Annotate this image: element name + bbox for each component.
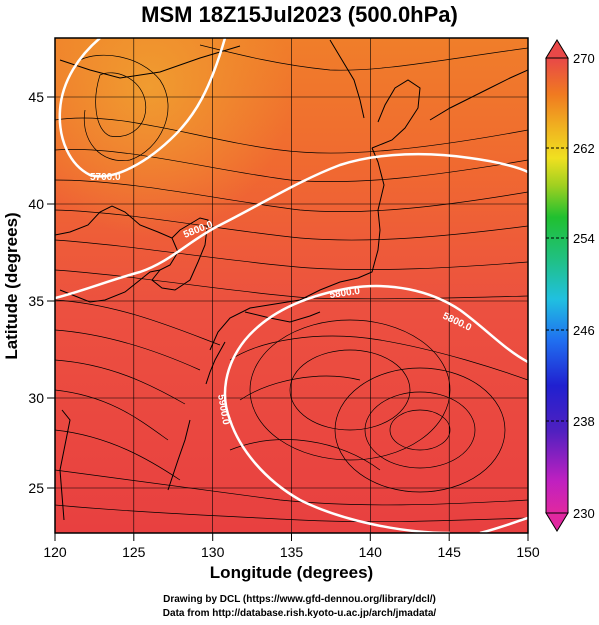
colorbar-tick-230: 230 <box>573 506 595 521</box>
colorbar-tick-262: 262 <box>573 141 595 156</box>
colorbar-tick-lines <box>546 147 568 422</box>
contour-label-5700: 5700.0 <box>90 172 121 183</box>
x-tick-125: 125 <box>122 544 146 560</box>
colorbar-tick-254: 254 <box>573 231 595 246</box>
y-tick-40: 40 <box>28 196 44 212</box>
contour-label-5900: 5900.0 <box>215 394 231 426</box>
x-tick-145: 145 <box>438 544 462 560</box>
colorbar-tick-238: 238 <box>573 414 595 429</box>
y-tick-marks <box>47 96 55 489</box>
chart-title: MSM 18Z15Jul2023 (500.0hPa) <box>141 2 458 27</box>
y-tick-45: 45 <box>28 89 44 105</box>
x-tick-120: 120 <box>43 544 67 560</box>
colorbar-gradient <box>545 57 569 514</box>
x-tick-130: 130 <box>201 544 225 560</box>
contour-label-5800-east: 5800.0 <box>329 286 361 301</box>
y-tick-30: 30 <box>28 390 44 406</box>
coastlines <box>55 39 528 521</box>
x-tick-140: 140 <box>359 544 383 560</box>
colorbar-upper-arrow <box>545 39 569 59</box>
colorbar: 270 262 254 246 238 230 <box>545 39 595 532</box>
x-tick-150: 150 <box>516 544 540 560</box>
graticule <box>55 38 528 533</box>
credit-drawing: Drawing by DCL (https://www.gfd-dennou.o… <box>163 594 436 605</box>
height-contours <box>55 38 528 533</box>
y-tick-25: 25 <box>28 480 44 496</box>
x-tick-135: 135 <box>280 544 304 560</box>
x-tick-labels: 120 125 130 135 140 145 150 <box>43 544 540 560</box>
y-tick-labels: 45 40 35 30 25 <box>28 89 44 496</box>
credit-data-source: Data from http://database.rish.kyoto-u.a… <box>162 608 437 619</box>
colorbar-tick-270: 270 <box>573 51 595 66</box>
colorbar-tick-labels: 270 262 254 246 238 230 <box>573 51 595 521</box>
wind-streamlines <box>55 44 528 523</box>
y-axis-label: Latitude (degrees) <box>2 212 21 359</box>
y-tick-35: 35 <box>28 293 44 309</box>
x-axis-label: Longitude (degrees) <box>210 563 373 582</box>
colorbar-lower-arrow <box>545 512 569 532</box>
x-tick-marks <box>54 533 529 541</box>
colorbar-tick-246: 246 <box>573 323 595 338</box>
map-plot-area: 5700.0 5800.0 5800.0 5800.0 5900.0 <box>55 38 528 533</box>
